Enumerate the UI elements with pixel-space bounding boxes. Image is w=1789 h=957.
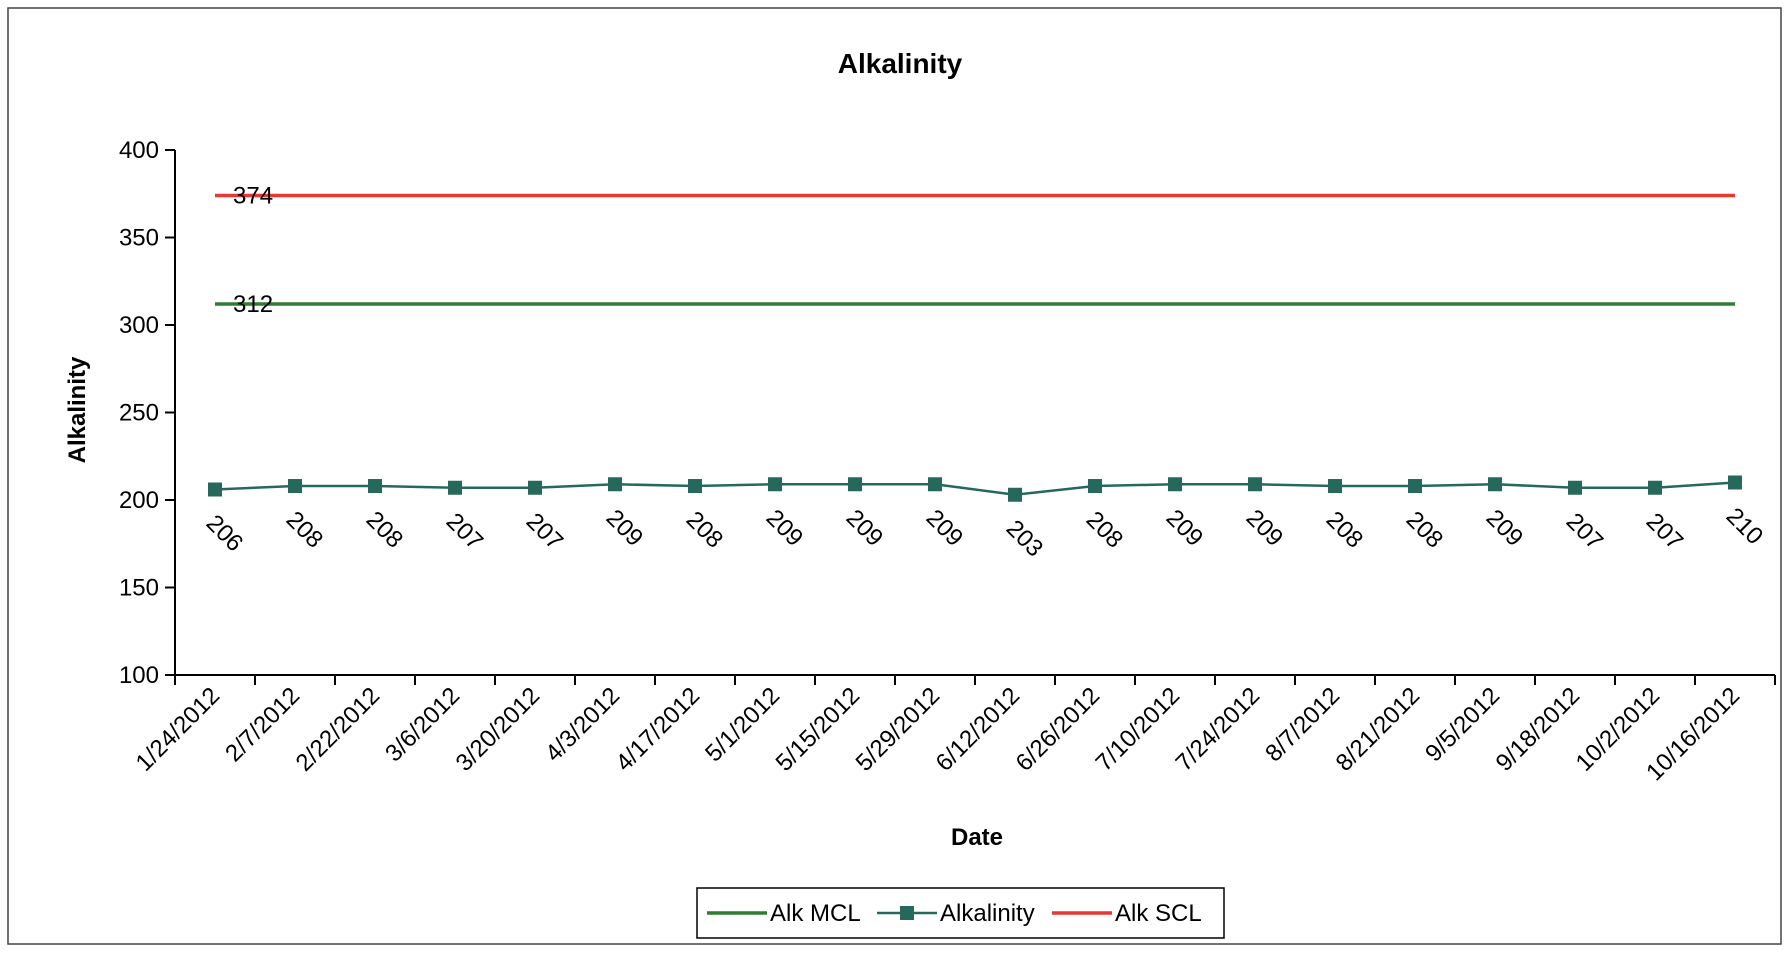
annotation-alk-scl: 374: [233, 183, 273, 210]
legend: Alk MCL Alkalinity Alk SCL: [696, 887, 1225, 939]
legend-label-alk-scl: Alk SCL: [1115, 900, 1202, 927]
y-tick-label: 350: [119, 225, 159, 252]
data-point-alkalinity: [688, 479, 702, 493]
y-tick-label: 400: [119, 137, 159, 164]
legend-item-alkalinity: Alkalinity: [877, 900, 1035, 927]
data-point-alkalinity: [1008, 487, 1022, 502]
data-point-alkalinity: [768, 477, 782, 492]
legend-label-alk-mcl: Alk MCL: [770, 900, 861, 927]
data-point-alkalinity: [928, 477, 942, 492]
legend-label-alkalinity: Alkalinity: [940, 900, 1035, 927]
data-point-alkalinity: [848, 477, 862, 492]
data-point-alkalinity: [1648, 480, 1662, 495]
legend-item-alk-mcl: Alk MCL: [707, 900, 861, 927]
chart-title: Alkalinity: [838, 48, 963, 79]
y-tick-label: 100: [119, 662, 159, 689]
data-point-alkalinity: [208, 482, 222, 497]
annotation-alk-mcl: 312: [233, 291, 273, 318]
legend-marker-alkalinity: [900, 906, 914, 920]
series-layer: [208, 193, 1742, 502]
y-axis-label: Alkalinity: [64, 356, 91, 463]
data-point-alkalinity: [1088, 479, 1102, 493]
y-tick-label: 200: [119, 487, 159, 514]
data-point-alkalinity: [528, 480, 542, 495]
data-point-alkalinity: [1168, 477, 1182, 492]
y-tick-label: 300: [119, 312, 159, 339]
data-point-alkalinity: [1328, 479, 1342, 493]
x-axis-label: Date: [951, 824, 1003, 851]
y-tick-label: 150: [119, 575, 159, 602]
data-point-alkalinity: [608, 477, 622, 492]
legend-item-alk-scl: Alk SCL: [1052, 900, 1202, 927]
data-point-alkalinity: [1248, 477, 1262, 492]
y-axis-ticks: 100 150 200 250 300 350 400: [119, 137, 175, 689]
y-tick-label: 250: [119, 400, 159, 427]
data-point-alkalinity: [1408, 479, 1422, 493]
data-point-alkalinity: [368, 479, 382, 493]
data-point-alkalinity: [1728, 475, 1742, 490]
series-line-alkalinity: [214, 481, 1736, 497]
data-point-alkalinity: [1568, 480, 1582, 495]
data-point-alkalinity: [288, 479, 302, 493]
data-point-alkalinity: [448, 480, 462, 495]
legend-box: [696, 887, 1225, 939]
chart-frame: [7, 7, 1782, 945]
data-point-alkalinity: [1488, 477, 1502, 492]
